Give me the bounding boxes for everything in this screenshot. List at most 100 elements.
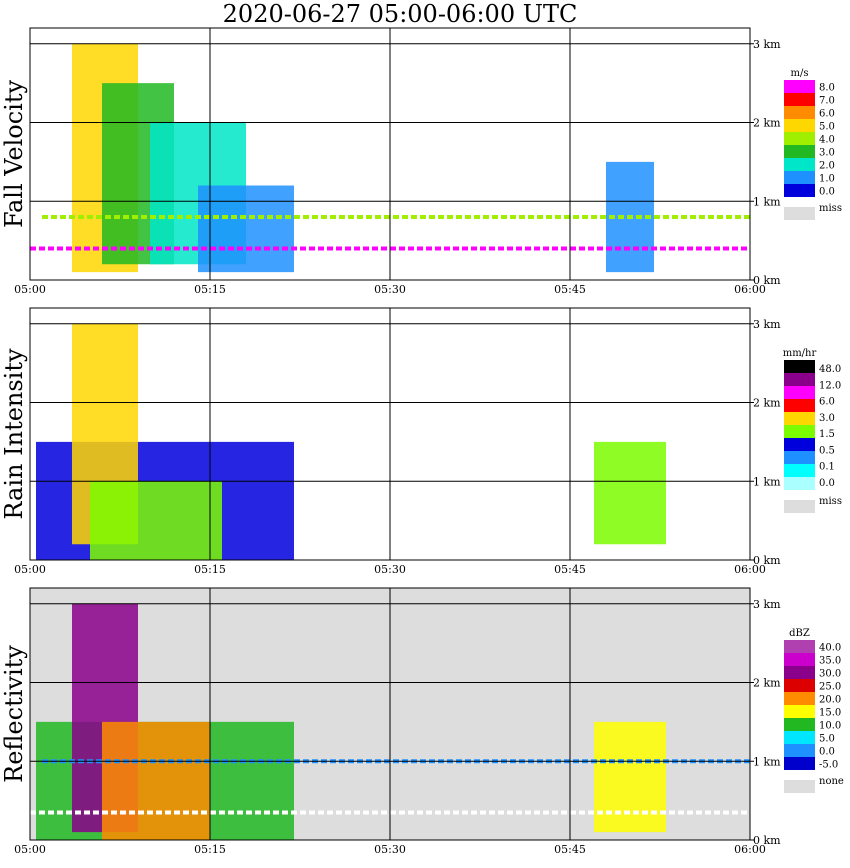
plot-frame <box>29 27 751 281</box>
colorbar-swatch <box>784 705 815 718</box>
x-tick-label: 05:30 <box>374 563 406 576</box>
x-tick-label: 06:00 <box>734 563 766 576</box>
colorbar-tick-label: 25.0 <box>819 682 841 693</box>
colorbar-unit: m/s <box>791 68 809 79</box>
colorbar-tick-label: 1.0 <box>819 174 835 185</box>
colorbar-swatch <box>784 373 815 386</box>
panel-ylabel: Rain Intensity <box>0 348 28 520</box>
colorbar-tick-label: 35.0 <box>819 656 841 667</box>
y-tick-label: 3 km <box>753 38 781 51</box>
y-tick-label: 3 km <box>753 318 781 331</box>
plot-frame <box>29 307 751 561</box>
colorbar-swatch <box>784 438 815 451</box>
colorbar-tick-label: 4.0 <box>819 135 835 146</box>
x-tick-label: 05:30 <box>374 283 406 296</box>
colorbar-miss-swatch <box>784 500 815 513</box>
colorbar-tick-label: 40.0 <box>819 643 841 654</box>
colorbar-swatch <box>784 360 815 373</box>
echo-region <box>102 721 210 840</box>
panel-ylabel: Fall Velocity <box>0 80 28 229</box>
colorbar-miss-swatch <box>784 207 815 220</box>
x-tick-label: 05:00 <box>14 563 46 576</box>
colorbar-unit: mm/hr <box>783 348 817 359</box>
colorbar-swatch <box>784 464 815 477</box>
figure-title: 2020-06-27 05:00-06:00 UTC <box>223 0 578 28</box>
x-tick-label: 05:00 <box>14 843 46 856</box>
colorbar-miss-label: none <box>819 776 844 787</box>
colorbar-swatch <box>784 477 815 490</box>
echo-region <box>594 441 666 545</box>
colorbar-swatch <box>784 412 815 425</box>
colorbar-swatch <box>784 184 815 197</box>
panel-1: 0 km 1 km 2 km 3 km 05:00 05:15 05:30 05:45 06:0… <box>0 307 842 576</box>
y-tick-label: 2 km <box>753 117 781 130</box>
colorbar-swatch <box>784 679 815 692</box>
colorbar-tick-label: 3.0 <box>819 413 835 424</box>
panel-2: 0 km 1 km 2 km 3 km 05:00 05:15 05:30 05:45 06:0… <box>0 587 844 856</box>
colorbar-tick-label: 3.0 <box>819 148 835 159</box>
y-tick-label: 3 km <box>753 598 781 611</box>
colorbar-tick-label: 5.0 <box>819 122 835 133</box>
colorbar-tick-label: 7.0 <box>819 96 835 107</box>
colorbar-miss-label: miss <box>819 496 842 507</box>
colorbar-tick-label: 1.5 <box>819 429 835 440</box>
colorbar-swatch <box>784 106 815 119</box>
colorbar-swatch <box>784 692 815 705</box>
colorbar-swatch <box>784 666 815 679</box>
echo-region <box>198 185 294 273</box>
colorbar-swatch <box>784 653 815 666</box>
x-tick-label: 06:00 <box>734 283 766 296</box>
y-tick-label: 1 km <box>753 195 781 208</box>
x-tick-label: 05:00 <box>14 283 46 296</box>
colorbar-tick-label: 48.0 <box>819 364 841 375</box>
colorbar-tick-label: 20.0 <box>819 695 841 706</box>
x-tick-label: 05:15 <box>194 283 226 296</box>
colorbar-miss-label: miss <box>819 203 842 214</box>
colorbar-swatch <box>784 119 815 132</box>
colorbar-swatch <box>784 757 815 770</box>
y-tick-label: 1 km <box>753 755 781 768</box>
colorbar-swatch <box>784 93 815 106</box>
colorbar: dBZ 40.0 35.0 30.0 25.0 20.0 15.0 10.0 5.0 0.0 -5.… <box>784 628 844 793</box>
colorbar-swatch <box>784 158 815 171</box>
colorbar-swatch <box>784 386 815 399</box>
echo-region <box>90 481 222 560</box>
y-tick-label: 2 km <box>753 677 781 690</box>
colorbar-swatch <box>784 744 815 757</box>
panel-0: 0 km 1 km 2 km 3 km 05:00 05:15 05:30 05:45 06:0… <box>0 27 842 296</box>
colorbar-tick-label: 6.0 <box>819 397 835 408</box>
y-tick-label: 0 km <box>753 834 781 847</box>
x-tick-label: 05:30 <box>374 843 406 856</box>
y-tick-label: 0 km <box>753 274 781 287</box>
colorbar-swatch <box>784 731 815 744</box>
colorbar: m/s 8.0 7.0 6.0 5.0 4.0 3.0 2.0 1.0 0.0 miss <box>784 68 842 220</box>
colorbar-swatch <box>784 171 815 184</box>
colorbar-tick-label: 5.0 <box>819 734 835 745</box>
colorbar-swatch <box>784 145 815 158</box>
colorbar-unit: dBZ <box>789 628 810 639</box>
colorbar-tick-label: 10.0 <box>819 721 841 732</box>
y-tick-label: 1 km <box>753 475 781 488</box>
echo-region <box>594 721 666 833</box>
colorbar-tick-label: 15.0 <box>819 708 841 719</box>
colorbar-tick-label: -5.0 <box>819 760 838 771</box>
x-tick-label: 05:45 <box>554 843 586 856</box>
colorbar-swatch <box>784 718 815 731</box>
panels: 0 km 1 km 2 km 3 km 05:00 05:15 05:30 05:45 06:0… <box>0 27 844 856</box>
colorbar-tick-label: 30.0 <box>819 669 841 680</box>
colorbar-swatch <box>784 80 815 93</box>
colorbar-tick-label: 2.0 <box>819 161 835 172</box>
colorbar-tick-label: 0.0 <box>819 747 835 758</box>
colorbar-swatch <box>784 640 815 653</box>
colorbar-swatch <box>784 425 815 438</box>
x-tick-label: 05:45 <box>554 283 586 296</box>
x-tick-label: 05:15 <box>194 563 226 576</box>
y-tick-label: 0 km <box>753 554 781 567</box>
plot-frame <box>29 587 751 841</box>
x-tick-label: 05:15 <box>194 843 226 856</box>
colorbar-tick-label: 0.1 <box>819 462 835 473</box>
colorbar-swatch <box>784 399 815 412</box>
x-tick-label: 05:45 <box>554 563 586 576</box>
